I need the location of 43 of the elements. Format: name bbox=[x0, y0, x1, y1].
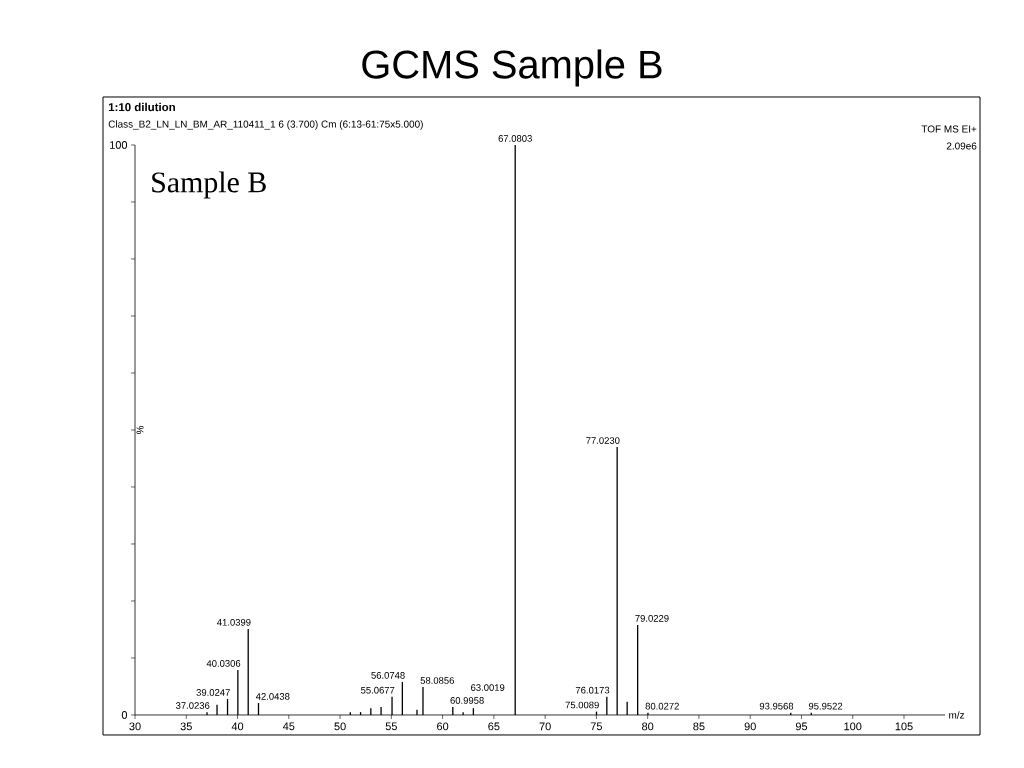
x-tick-label: 30 bbox=[129, 722, 141, 731]
x-tick-label: 45 bbox=[282, 722, 295, 731]
x-tick-label: 35 bbox=[180, 722, 192, 731]
x-tick-label: 40 bbox=[231, 722, 244, 731]
annotation: 40.0306 bbox=[206, 660, 241, 667]
annotation: 67.0803 bbox=[498, 135, 532, 142]
text: 2.09e6 bbox=[946, 142, 977, 150]
annotation: 41.0399 bbox=[217, 619, 251, 626]
chart-title: GCMS Sample B bbox=[362, 49, 662, 87]
x-tick-label: 55 bbox=[385, 722, 397, 731]
x-tick-label: 70 bbox=[539, 722, 551, 731]
annotation: Sample B bbox=[152, 171, 266, 199]
annotation: 56.0748 bbox=[371, 672, 405, 679]
annotation: 76.0173 bbox=[575, 686, 610, 694]
annotation: 63.0019 bbox=[471, 684, 505, 691]
text: Class_B2_LN_LN_BM_AR_110411_1 6 (3.700) Cm (6:13-61:75x5.000) bbox=[108, 120, 423, 130]
x-tick-label: 50 bbox=[334, 722, 346, 731]
y-axis-title: % bbox=[136, 425, 144, 435]
x-tick-label: 95 bbox=[795, 722, 808, 731]
text: TOF MS EI+ bbox=[921, 125, 977, 133]
annotation: 80.0272 bbox=[645, 702, 679, 710]
x-tick-label: 65 bbox=[488, 722, 500, 731]
annotation: 79.0229 bbox=[635, 615, 669, 622]
x-tick-label: 60 bbox=[437, 722, 449, 731]
annotation: 58.0856 bbox=[420, 677, 454, 684]
annotation: 77.0230 bbox=[586, 437, 620, 444]
x-axis-title: m/z bbox=[949, 711, 965, 719]
annotation: 55.0677 bbox=[361, 686, 395, 694]
annotation: 60.9958 bbox=[450, 697, 484, 704]
x-tick-label: 90 bbox=[744, 722, 756, 731]
annotation: 75.0089 bbox=[565, 701, 599, 709]
y-tick-label: 0 bbox=[121, 711, 128, 719]
chart-subtitle: 1:10 dilution bbox=[108, 102, 175, 112]
x-tick-label: 85 bbox=[693, 722, 705, 731]
annotation: 42.0438 bbox=[255, 693, 290, 700]
x-tick-label: 105 bbox=[895, 722, 913, 731]
annotation: 93.9568 bbox=[759, 702, 794, 710]
annotation: 95.9522 bbox=[808, 702, 843, 710]
x-tick-label: 100 bbox=[844, 722, 862, 731]
annotation: 39.0247 bbox=[196, 689, 230, 696]
annotation: 37.0236 bbox=[175, 702, 210, 709]
x-tick-label: 80 bbox=[642, 722, 654, 731]
x-tick-label: 75 bbox=[590, 722, 603, 731]
